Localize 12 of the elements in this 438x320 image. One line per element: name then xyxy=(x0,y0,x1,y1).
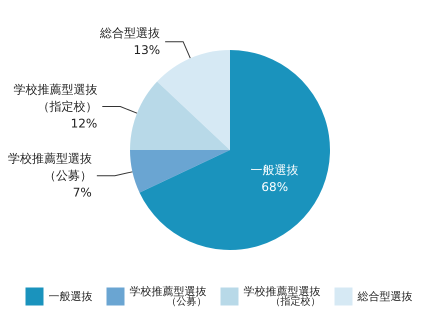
legend-label: 学校推薦型選抜（公募） xyxy=(130,285,206,308)
legend-label: 学校推薦型選抜（指定校） xyxy=(244,285,320,308)
data-label: 7% xyxy=(72,186,92,200)
data-label: 68% xyxy=(261,180,288,194)
data-label: 13% xyxy=(133,43,160,58)
legend-label: 総合型選抜 xyxy=(356,290,412,303)
legend-label: 一般選抜 xyxy=(48,290,92,303)
slice-label: 一般選抜 xyxy=(250,162,299,177)
slice-label: 学校推薦型選抜（指定校） xyxy=(13,82,98,114)
data-label: 12% xyxy=(70,116,98,131)
slice-label: 総合型選抜 xyxy=(99,26,160,40)
slice-label: 学校推薦型選抜（公募） xyxy=(8,152,92,183)
